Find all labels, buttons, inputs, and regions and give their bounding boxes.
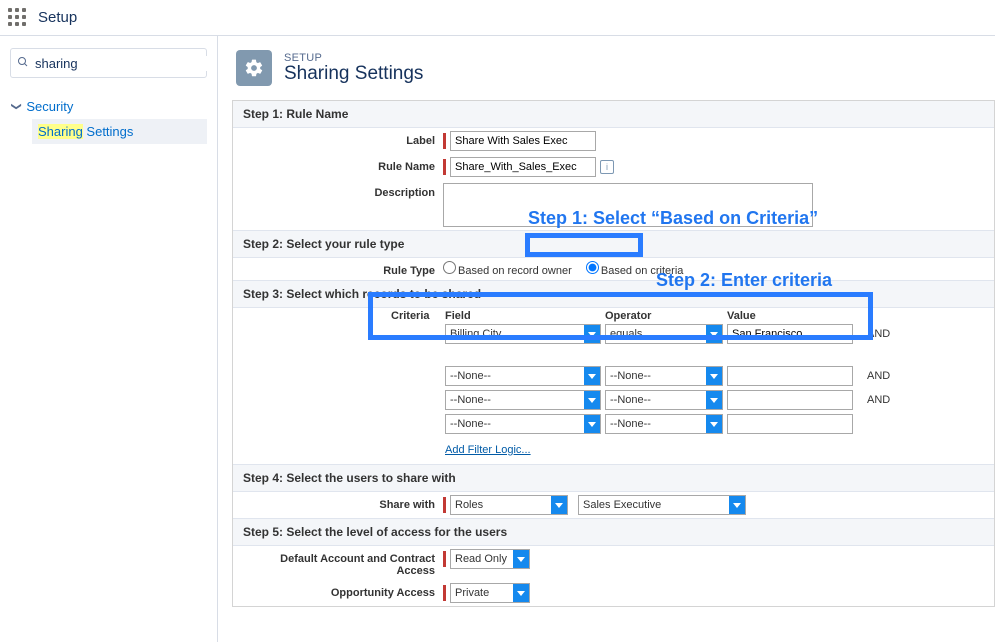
chevron-down-icon [706, 367, 722, 385]
required-indicator [443, 497, 446, 513]
sidebar-item-security[interactable]: ❯ Security [10, 94, 207, 119]
criteria-value-input[interactable] [727, 366, 853, 386]
add-filter-logic-link[interactable]: Add Filter Logic... [445, 438, 531, 464]
criteria-value-input[interactable] [727, 390, 853, 410]
sidebar: ❯ Security Sharing Settings [0, 36, 218, 642]
criteria-field-select[interactable]: --None-- [445, 390, 601, 410]
sharewith-type-select[interactable]: Roles [450, 495, 568, 515]
ruletype-criteria-radio[interactable] [586, 261, 599, 274]
criteria-table: Criteria Field Operator Value Billing Ci… [391, 310, 994, 434]
chevron-down-icon [706, 325, 722, 343]
sharewith-label: Share with [243, 495, 443, 511]
ruletype-label: Rule Type [243, 261, 443, 277]
criteria-operator-select[interactable]: --None-- [605, 366, 723, 386]
criteria-value-input[interactable] [727, 414, 853, 434]
highlight-text: Sharing [38, 124, 83, 139]
info-icon[interactable]: i [600, 160, 614, 174]
criteria-field-select[interactable]: Billing City [445, 324, 601, 344]
chevron-down-icon [513, 550, 529, 568]
opportunity-access-select[interactable]: Private [450, 583, 530, 603]
sidebar-item-sharing-settings[interactable]: Sharing Settings [32, 119, 207, 144]
criteria-operator-select[interactable]: equals [605, 324, 723, 344]
required-indicator [443, 585, 446, 601]
page-title: Sharing Settings [284, 63, 423, 85]
criteria-operator-select[interactable]: --None-- [605, 390, 723, 410]
sharewith-value-select[interactable]: Sales Executive [578, 495, 746, 515]
criteria-header-label: Criteria [391, 310, 445, 322]
ruletype-criteria-option[interactable]: Based on criteria [586, 261, 684, 277]
criteria-value-input[interactable] [727, 324, 853, 344]
topbar-title: Setup [38, 9, 77, 26]
account-access-label: Default Account and Contract Access [243, 549, 443, 577]
quick-find-box[interactable] [10, 48, 207, 78]
criteria-and-label: AND [867, 394, 890, 406]
account-access-select[interactable]: Read Only [450, 549, 530, 569]
required-indicator [443, 551, 446, 567]
chevron-down-icon [584, 391, 600, 409]
step3-header: Step 3: Select which records to be share… [233, 280, 994, 308]
step5-header: Step 5: Select the level of access for t… [233, 518, 994, 546]
criteria-header-value: Value [727, 310, 857, 322]
chevron-down-icon [513, 584, 529, 602]
chevron-down-icon [729, 496, 745, 514]
criteria-row: --None----None-- AND [391, 366, 994, 386]
description-textarea[interactable] [443, 183, 813, 227]
opportunity-access-label: Opportunity Access [243, 583, 443, 599]
chevron-down-icon [551, 496, 567, 514]
description-label: Description [243, 183, 443, 199]
topbar: Setup [0, 0, 995, 36]
chevron-down-icon [584, 325, 600, 343]
step1-header: Step 1: Rule Name [233, 101, 994, 128]
gear-icon [236, 50, 272, 86]
chevron-down-icon: ❯ [11, 102, 22, 110]
rule-form-panel: Step 1: Rule Name Label Rule Name i Desc… [232, 100, 995, 607]
criteria-header-field: Field [445, 310, 605, 322]
sidebar-item-label: Security [26, 99, 73, 114]
criteria-row: Billing Cityequals AND [391, 324, 994, 344]
criteria-header-operator: Operator [605, 310, 727, 322]
label-label: Label [243, 131, 443, 147]
quick-find-input[interactable] [35, 56, 211, 71]
chevron-down-icon [584, 367, 600, 385]
criteria-and-label: AND [867, 370, 890, 382]
label-input[interactable] [450, 131, 596, 151]
criteria-row: --None----None-- AND [391, 390, 994, 410]
criteria-field-select[interactable]: --None-- [445, 366, 601, 386]
criteria-field-select[interactable]: --None-- [445, 414, 601, 434]
criteria-row: --None----None-- [391, 414, 994, 434]
criteria-and-label: AND [867, 328, 890, 340]
content-area: SETUP Sharing Settings Step 1: Rule Name… [218, 36, 995, 642]
criteria-operator-select[interactable]: --None-- [605, 414, 723, 434]
step4-header: Step 4: Select the users to share with [233, 464, 994, 492]
chevron-down-icon [706, 391, 722, 409]
main-layout: ❯ Security Sharing Settings SETUP Sharin… [0, 36, 995, 642]
app-launcher-icon[interactable] [8, 8, 28, 28]
page-header: SETUP Sharing Settings [232, 50, 995, 100]
required-indicator [443, 133, 446, 149]
ruletype-owner-radio[interactable] [443, 261, 456, 274]
step2-header: Step 2: Select your rule type [233, 230, 994, 258]
chevron-down-icon [584, 415, 600, 433]
sidebar-item-label-suffix: Settings [83, 124, 134, 139]
search-icon [17, 56, 29, 71]
rulename-input[interactable] [450, 157, 596, 177]
ruletype-owner-option[interactable]: Based on record owner [443, 261, 572, 277]
chevron-down-icon [706, 415, 722, 433]
required-indicator [443, 159, 446, 175]
rulename-label: Rule Name [243, 157, 443, 173]
